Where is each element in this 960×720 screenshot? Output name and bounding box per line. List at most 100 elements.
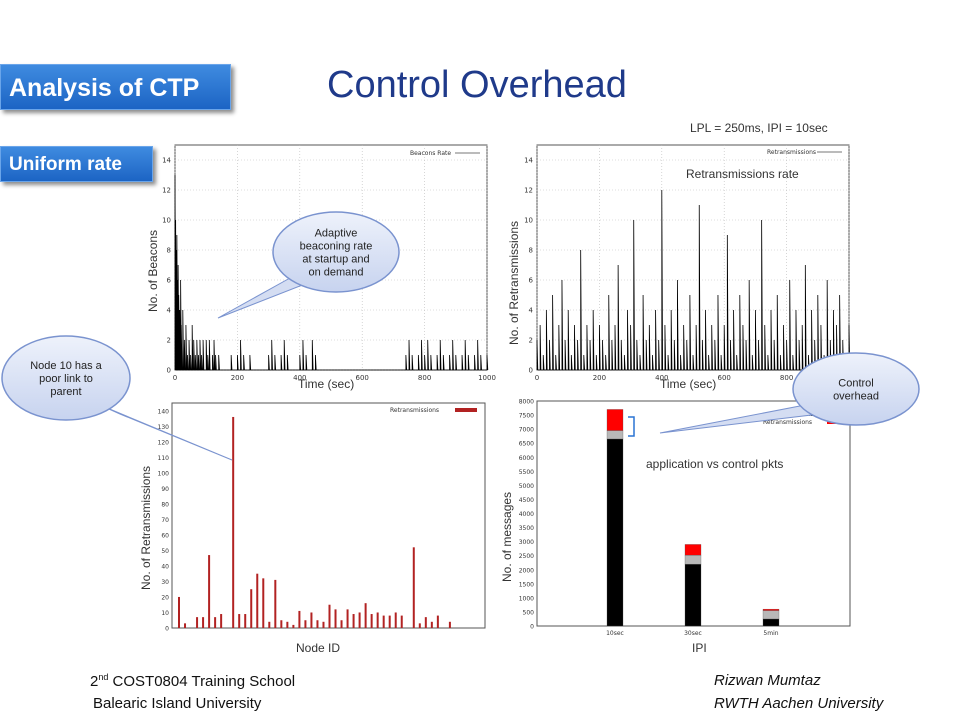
node-bar — [352, 614, 355, 628]
stacked-segment — [684, 544, 702, 556]
messages-xlabel: IPI — [692, 641, 707, 655]
legend-label: Retransmissions — [390, 407, 439, 414]
y-tick-label: 4500 — [519, 497, 534, 504]
footer-author: Rizwan Mumtaz — [714, 672, 821, 689]
node-bar — [412, 547, 415, 628]
legend-retransmissions: Retransmissions — [763, 419, 812, 426]
node-bar — [340, 620, 343, 628]
node-bar — [178, 596, 180, 628]
y-tick-label: 500 — [523, 609, 535, 616]
y-tick-label: 7000 — [519, 427, 534, 434]
node-bar — [262, 578, 265, 628]
y-tick-label: 4000 — [519, 511, 534, 518]
x-tick-label: 1000 — [478, 374, 496, 382]
y-tick-label: 4 — [167, 307, 172, 315]
control-callout: Control overhead — [659, 352, 920, 434]
y-tick-label: 60 — [161, 532, 169, 539]
app-vs-control-annotation: application vs control pkts — [646, 457, 784, 471]
y-tick-label: 5500 — [519, 469, 534, 476]
y-tick-label: 130 — [158, 424, 170, 431]
y-tick-label: 100 — [158, 470, 170, 477]
y-tick-label: 8000 — [519, 399, 534, 406]
x-tick-label: 200 — [593, 374, 606, 382]
y-tick-label: 12 — [524, 187, 533, 195]
x-tick-label: 400 — [293, 374, 306, 382]
x-tick-label: 600 — [718, 374, 731, 382]
y-tick-label: 110 — [158, 455, 170, 462]
node-bar — [202, 617, 205, 628]
node-bar — [292, 624, 295, 628]
y-tick-label: 120 — [158, 439, 170, 446]
y-tick-label: 10 — [524, 217, 533, 225]
y-tick-label: 8 — [167, 247, 171, 255]
y-tick-label: 2500 — [519, 553, 534, 560]
node-bar — [256, 573, 259, 628]
x-tick-label: 800 — [780, 374, 793, 382]
y-tick-label: 2 — [167, 337, 171, 345]
stacked-segment — [606, 409, 624, 431]
node-bar — [286, 621, 289, 628]
node-bar — [430, 621, 433, 628]
node-bar — [394, 612, 397, 628]
node-bar — [232, 416, 235, 628]
retx-rate-annotation: Retransmissions rate — [686, 167, 799, 181]
node-bar — [268, 621, 271, 628]
node-bar — [316, 620, 319, 628]
node-bar — [214, 617, 217, 628]
y-tick-label: 40 — [161, 563, 169, 570]
retransmissions-series-line — [536, 189, 851, 371]
y-tick-label: 30 — [161, 579, 169, 586]
y-tick-label: 6 — [167, 277, 172, 285]
y-tick-label: 12 — [162, 187, 171, 195]
y-tick-label: 8 — [529, 247, 533, 255]
node-bar — [334, 609, 337, 628]
node-bar — [322, 621, 325, 628]
retransmissions-node-chart: 0 10 20 30 40 50 60 70 80 90 100 110 120 130 140 Retra… — [158, 402, 486, 633]
y-tick-label: 5000 — [519, 483, 534, 490]
y-tick-label: 10 — [162, 217, 171, 225]
x-tick-label: 600 — [356, 374, 369, 382]
section-tag: Analysis of CTP — [0, 64, 231, 110]
node-bar — [376, 612, 379, 628]
y-tick-label: 6500 — [519, 441, 534, 448]
x-tick-label: 0 — [173, 374, 177, 382]
node-bar — [364, 603, 367, 628]
beacons-xlabel: Time (sec) — [298, 377, 355, 391]
node-bar — [250, 589, 253, 628]
node-bar — [304, 620, 307, 628]
footer-affiliation: RWTH Aachen University — [714, 695, 884, 712]
node-bar — [238, 614, 241, 628]
node-bar — [208, 555, 211, 628]
y-tick-label: 0 — [165, 626, 169, 633]
node-bar — [370, 614, 373, 628]
x-tick-label: 30sec — [684, 630, 702, 637]
y-tick-label: 90 — [161, 486, 169, 493]
node-bar — [310, 612, 313, 628]
x-tick-label: 200 — [231, 374, 244, 382]
y-tick-label: 10 — [161, 610, 169, 617]
node-bar — [184, 623, 187, 628]
y-tick-label: 50 — [161, 548, 169, 555]
bracket-annotation — [628, 416, 635, 437]
node-bar — [448, 621, 451, 628]
node-bar — [244, 614, 247, 628]
subsection-tag: Uniform rate — [0, 146, 153, 182]
page-title: Control Overhead — [327, 64, 627, 106]
beacons-series-line — [174, 174, 489, 371]
y-tick-label: 14 — [524, 157, 533, 165]
y-tick-label: 0 — [529, 367, 533, 375]
legend-label: Beacons Rate — [410, 150, 451, 157]
node-bar — [328, 604, 331, 628]
node10-callout: Node 10 has a poor link to parent — [1, 335, 233, 461]
node-bar — [424, 617, 427, 628]
messages-stacked-chart: 0 500 1000 1500 2000 2500 3000 3500 4000 4500 5000… — [519, 399, 851, 637]
y-tick-label: 140 — [158, 408, 170, 415]
node-bar — [388, 615, 391, 628]
x-tick-label: 10sec — [606, 630, 624, 637]
node-bar — [280, 620, 283, 628]
y-tick-label: 3000 — [519, 539, 534, 546]
x-tick-label: 0 — [535, 374, 539, 382]
